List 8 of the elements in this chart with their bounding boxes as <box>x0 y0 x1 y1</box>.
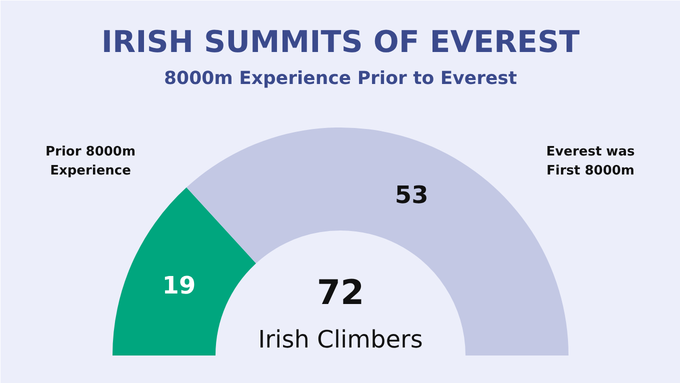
data-label: 53 <box>394 180 428 209</box>
slice-label: Everest was First 8000m <box>546 144 635 178</box>
chart-subtitle: 8000m Experience Prior to Everest <box>164 68 518 89</box>
slice-label: Prior 8000m Experience <box>46 144 136 178</box>
data-label: 19 <box>162 271 196 300</box>
text: Irish Climbers <box>258 326 423 354</box>
text: 72 <box>316 273 364 313</box>
chart-title: IRISH SUMMITS OF EVEREST <box>101 25 580 60</box>
